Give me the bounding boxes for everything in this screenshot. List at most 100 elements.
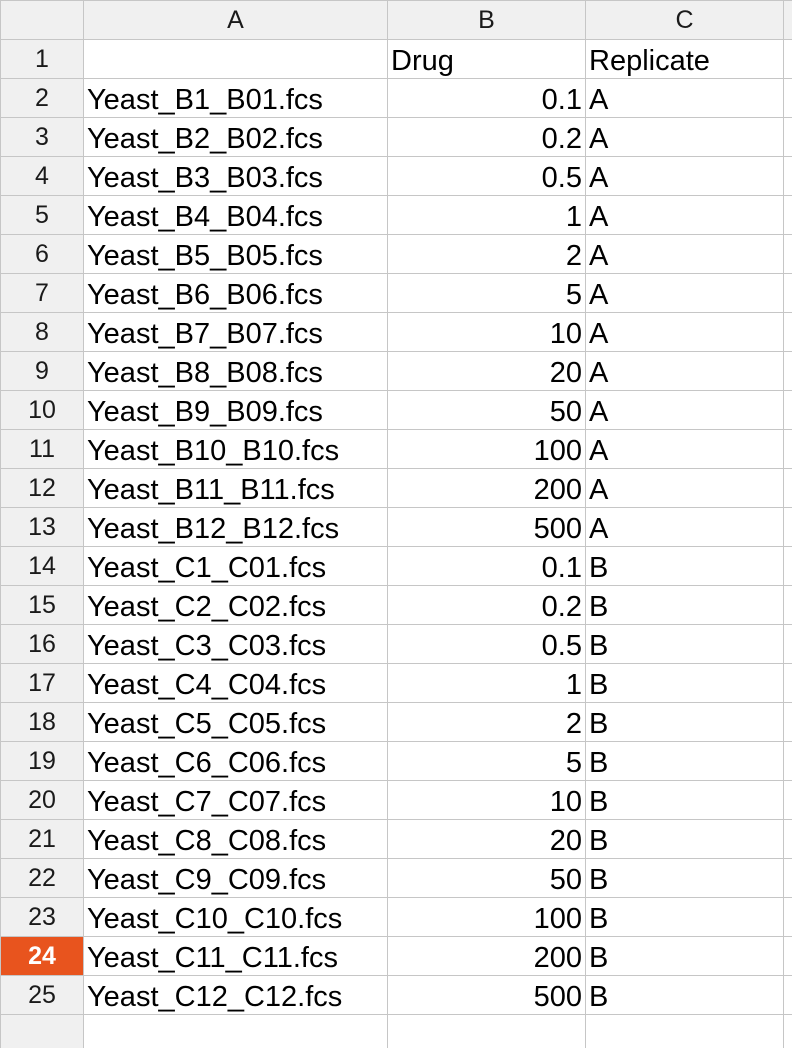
cell-drug-value[interactable]: 5 [387,273,586,313]
row-header[interactable]: 3 [0,117,84,157]
cell-replicate[interactable]: B [585,936,784,976]
cell-drug-value[interactable]: 0.5 [387,156,586,196]
cell-drug-value[interactable]: 50 [387,390,586,430]
cell-file-name[interactable]: Yeast_B10_B10.fcs [83,429,388,469]
cell-column-d[interactable] [783,975,792,1015]
cell-replicate[interactable]: B [585,624,784,664]
row-header[interactable]: 12 [0,468,84,508]
cell-column-d[interactable] [783,468,792,508]
cell-column-d[interactable] [783,351,792,391]
cell-column-d[interactable] [783,624,792,664]
row-header[interactable]: 17 [0,663,84,703]
cell-drug-value[interactable]: 50 [387,858,586,898]
row-header[interactable]: 13 [0,507,84,547]
row-header[interactable]: 7 [0,273,84,313]
cell-file-name[interactable]: Yeast_B7_B07.fcs [83,312,388,352]
cell-drug-value[interactable]: 20 [387,351,586,391]
cell-column-d[interactable] [783,936,792,976]
empty-cell[interactable] [387,1014,586,1048]
cell-column-d[interactable] [783,819,792,859]
cell-replicate[interactable]: B [585,819,784,859]
row-header[interactable]: 20 [0,780,84,820]
row-header[interactable]: 8 [0,312,84,352]
cell-drug-value[interactable]: 0.1 [387,546,586,586]
column-header-a[interactable]: A [83,0,388,40]
row-header[interactable] [0,1014,84,1048]
row-header[interactable]: 6 [0,234,84,274]
cell-column-d[interactable] [783,195,792,235]
row-header[interactable]: 21 [0,819,84,859]
empty-cell[interactable] [783,1014,792,1048]
row-header[interactable]: 9 [0,351,84,391]
cell-drug-value[interactable]: 0.2 [387,117,586,157]
cell-c1[interactable]: Replicate [585,39,784,79]
cell-column-d[interactable] [783,429,792,469]
cell-column-d[interactable] [783,507,792,547]
cell-drug-value[interactable]: 5 [387,741,586,781]
cell-drug-value[interactable]: 200 [387,468,586,508]
row-header[interactable]: 23 [0,897,84,937]
cell-drug-value[interactable]: 100 [387,429,586,469]
cell-column-d[interactable] [783,78,792,118]
cell-d1[interactable] [783,39,792,79]
cell-drug-value[interactable]: 10 [387,780,586,820]
cell-replicate[interactable]: B [585,585,784,625]
cell-replicate[interactable]: A [585,312,784,352]
cell-file-name[interactable]: Yeast_B6_B06.fcs [83,273,388,313]
cell-file-name[interactable]: Yeast_B11_B11.fcs [83,468,388,508]
cell-replicate[interactable]: A [585,507,784,547]
row-header[interactable]: 19 [0,741,84,781]
cell-file-name[interactable]: Yeast_C11_C11.fcs [83,936,388,976]
cell-replicate[interactable]: A [585,195,784,235]
cell-a1[interactable] [83,39,388,79]
cell-column-d[interactable] [783,312,792,352]
cell-column-d[interactable] [783,702,792,742]
cell-replicate[interactable]: A [585,351,784,391]
cell-drug-value[interactable]: 500 [387,507,586,547]
cell-column-d[interactable] [783,156,792,196]
row-header[interactable]: 10 [0,390,84,430]
cell-column-d[interactable] [783,546,792,586]
cell-replicate[interactable]: B [585,975,784,1015]
row-header[interactable]: 24 [0,936,84,976]
cell-column-d[interactable] [783,390,792,430]
cell-replicate[interactable]: A [585,117,784,157]
cell-file-name[interactable]: Yeast_C9_C09.fcs [83,858,388,898]
row-header[interactable]: 18 [0,702,84,742]
cell-drug-value[interactable]: 1 [387,663,586,703]
column-header-b[interactable]: B [387,0,586,40]
cell-replicate[interactable]: A [585,234,784,274]
select-all-corner[interactable] [0,0,84,40]
cell-replicate[interactable]: B [585,702,784,742]
column-header-d-partial[interactable] [783,0,792,40]
row-header[interactable]: 4 [0,156,84,196]
cell-file-name[interactable]: Yeast_B4_B04.fcs [83,195,388,235]
row-header[interactable]: 1 [0,39,84,79]
cell-drug-value[interactable]: 200 [387,936,586,976]
row-header[interactable]: 15 [0,585,84,625]
cell-replicate[interactable]: B [585,858,784,898]
cell-file-name[interactable]: Yeast_B8_B08.fcs [83,351,388,391]
cell-drug-value[interactable]: 20 [387,819,586,859]
cell-b1[interactable]: Drug [387,39,586,79]
cell-file-name[interactable]: Yeast_B2_B02.fcs [83,117,388,157]
cell-drug-value[interactable]: 10 [387,312,586,352]
cell-replicate[interactable]: B [585,897,784,937]
cell-file-name[interactable]: Yeast_C2_C02.fcs [83,585,388,625]
cell-column-d[interactable] [783,858,792,898]
cell-replicate[interactable]: A [585,468,784,508]
cell-replicate[interactable]: A [585,78,784,118]
cell-file-name[interactable]: Yeast_C7_C07.fcs [83,780,388,820]
cell-replicate[interactable]: B [585,546,784,586]
cell-column-d[interactable] [783,273,792,313]
row-header[interactable]: 16 [0,624,84,664]
cell-file-name[interactable]: Yeast_C4_C04.fcs [83,663,388,703]
cell-column-d[interactable] [783,117,792,157]
row-header[interactable]: 25 [0,975,84,1015]
cell-drug-value[interactable]: 0.5 [387,624,586,664]
cell-column-d[interactable] [783,663,792,703]
column-header-c[interactable]: C [585,0,784,40]
cell-column-d[interactable] [783,741,792,781]
cell-replicate[interactable]: A [585,429,784,469]
